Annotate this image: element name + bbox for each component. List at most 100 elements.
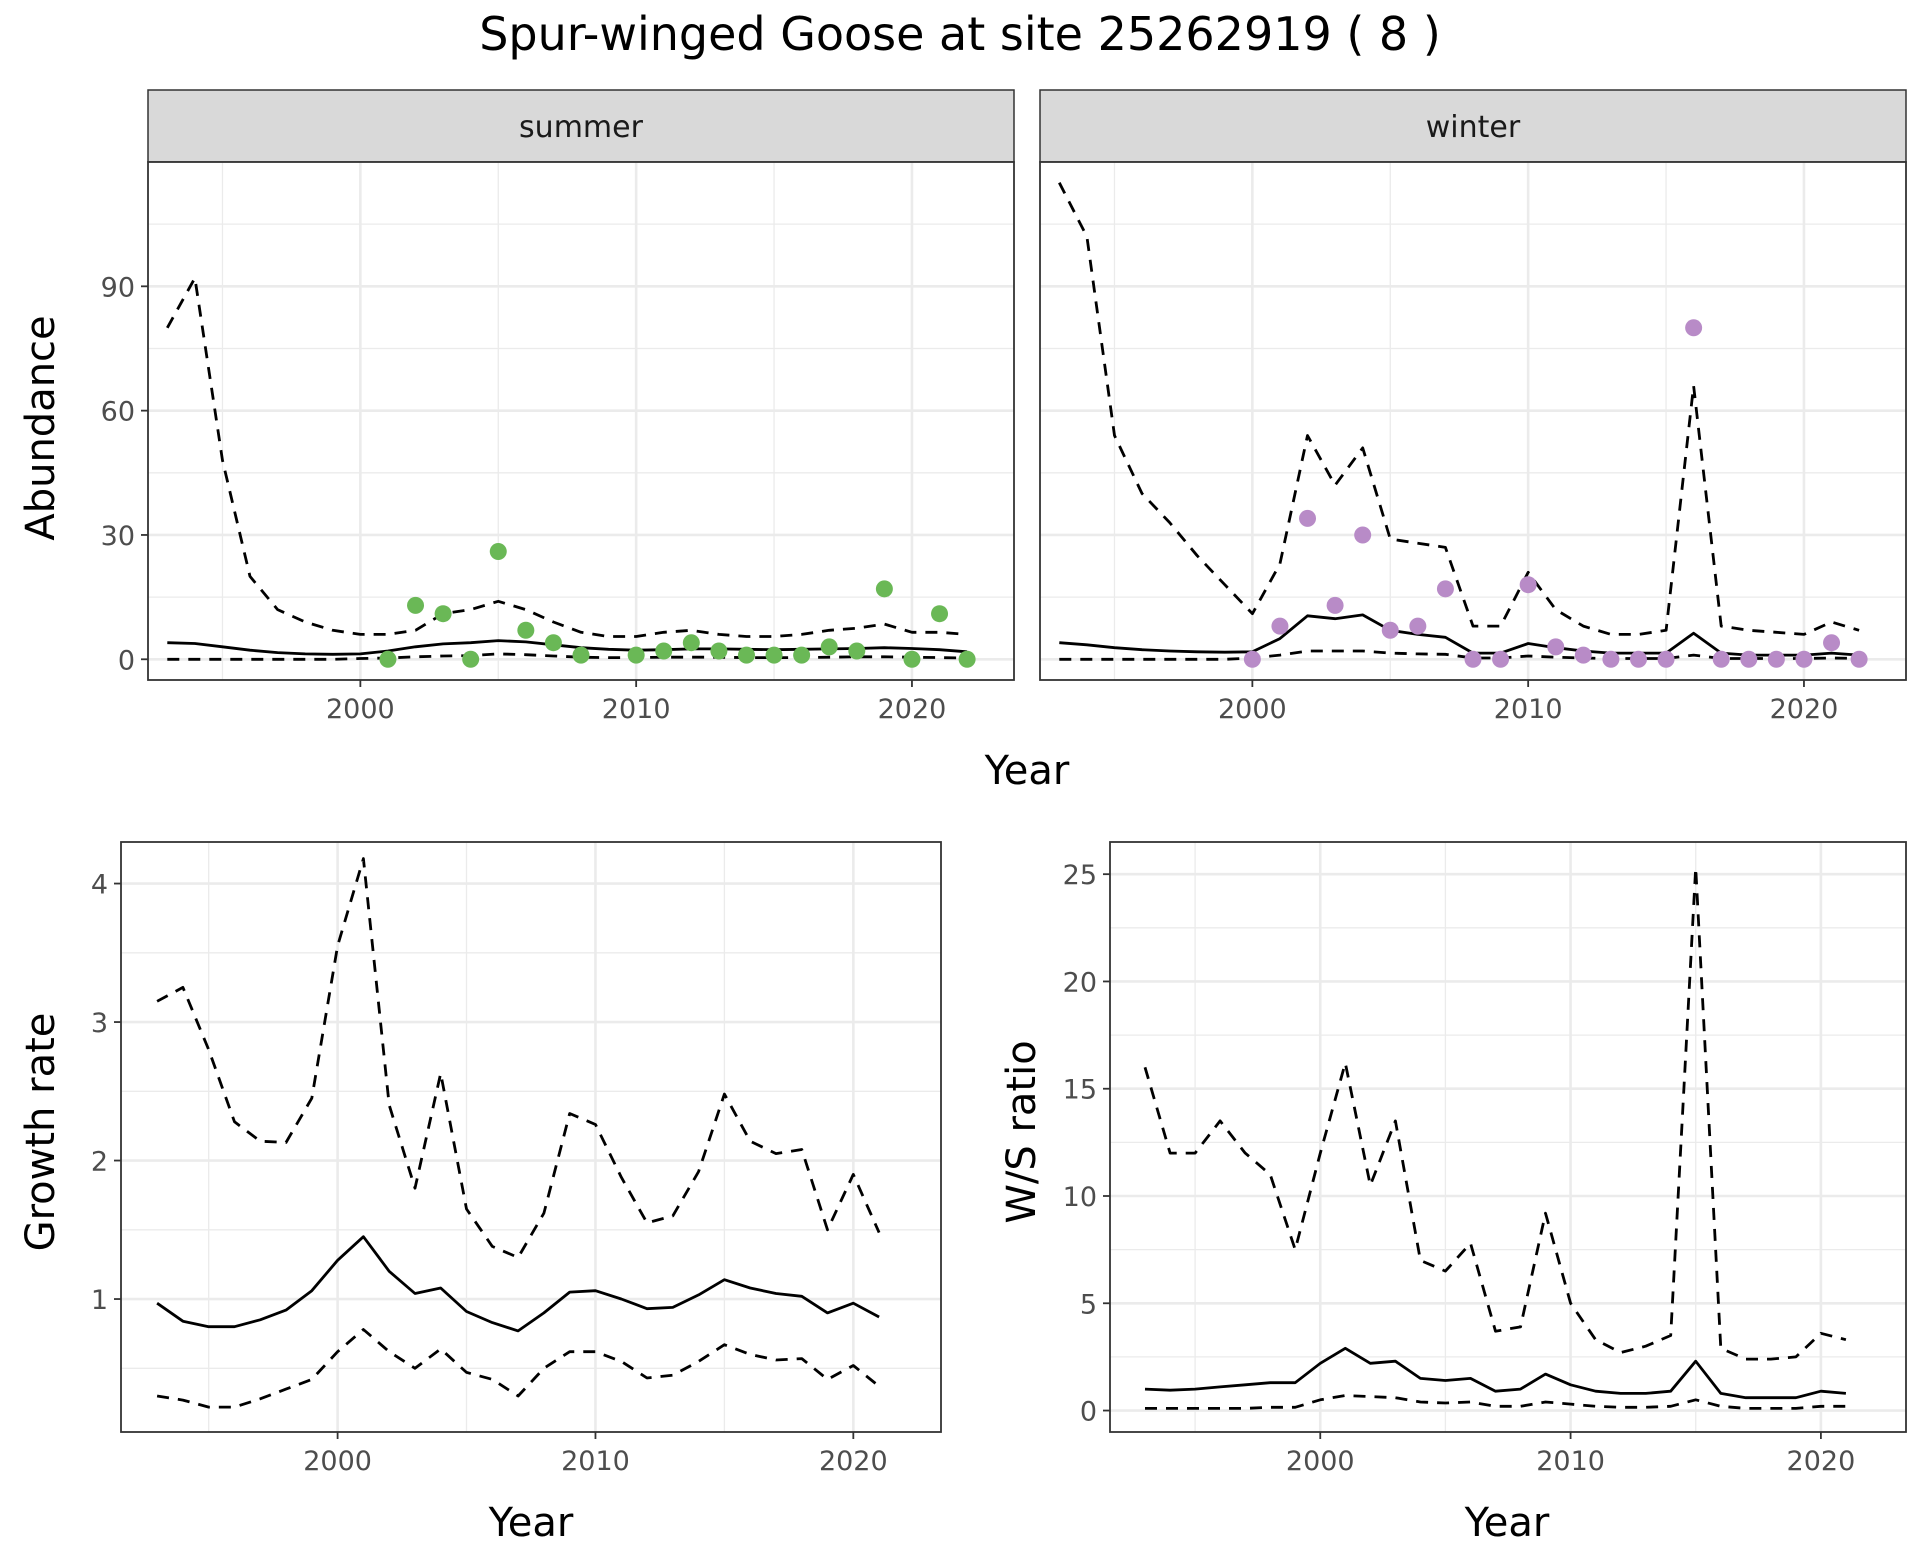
growth-x-tick-label-2010: 2010 — [561, 1446, 630, 1477]
summer-observation-point — [655, 642, 673, 660]
ratio-y-axis-title: W/S ratio — [999, 1040, 1045, 1223]
growth-x-tick-label-2000: 2000 — [303, 1446, 372, 1477]
winter-observation-point — [1492, 650, 1510, 668]
summer-observation-point — [848, 642, 866, 660]
growth-y-tick-label-1: 1 — [91, 1285, 108, 1316]
top-y-axis-title: Abundance — [18, 315, 64, 540]
summer-observation-point — [627, 646, 645, 664]
strip-winter-label: winter — [1426, 110, 1521, 145]
growth-estimate-line — [156, 1235, 880, 1333]
summer-x-tick-label-2000: 2000 — [326, 694, 395, 725]
winter-panel-border — [1039, 161, 1907, 681]
growth-lower-line — [156, 1328, 880, 1409]
summer-plot-background — [148, 162, 1014, 680]
ratio-y-tick-label-15: 15 — [1063, 1075, 1097, 1106]
growth-y-tick-label-2: 2 — [91, 1147, 108, 1178]
winter-lower-line — [1059, 649, 1860, 661]
ratio-y-tick-label-25: 25 — [1063, 860, 1097, 891]
ratio-x-tick-label-2020: 2020 — [1787, 1446, 1856, 1477]
ratio-lower-line — [1145, 1394, 1846, 1410]
summer-y-tick-label-0: 0 — [118, 645, 135, 676]
summer-x-tick-label-2020: 2020 — [878, 694, 947, 725]
winter-observation-point — [1354, 526, 1372, 544]
summer-observation-point — [462, 650, 480, 668]
strip-winter-bg — [1039, 89, 1907, 163]
ratio-plot-background — [1110, 842, 1906, 1432]
winter-observation-point — [1326, 596, 1344, 614]
summer-y-tick-label-90: 90 — [101, 272, 135, 303]
winter-observation-point — [1712, 650, 1730, 668]
winter-observation-point — [1519, 576, 1537, 594]
summer-lower-line — [167, 652, 968, 661]
panel-growth-rate: 2000 2010 2020 1 2 3 4 — [91, 841, 942, 1477]
winter-observation-point — [1795, 650, 1813, 668]
ratio-estimate-line — [1144, 1346, 1847, 1400]
panel-ws-ratio: 2000 2010 2020 0 5 10 15 20 25 — [1063, 841, 1907, 1477]
summer-observation-point — [489, 543, 507, 561]
growth-y-tick-label-4: 4 — [91, 870, 108, 901]
ratio-y-tick-label-0: 0 — [1080, 1397, 1097, 1428]
summer-observation-point — [572, 646, 590, 664]
strip-summer-label: summer — [519, 110, 644, 145]
winter-observation-point — [1271, 617, 1289, 635]
summer-panel-border — [147, 161, 1015, 681]
summer-x-tick-label-2010: 2010 — [602, 694, 671, 725]
winter-observation-point — [1299, 509, 1317, 527]
winter-observation-point — [1629, 650, 1647, 668]
ratio-upper-line — [1143, 866, 1847, 1361]
winter-observation-point — [1657, 650, 1675, 668]
ratio-x-tick-label-2000: 2000 — [1286, 1446, 1355, 1477]
summer-upper-line — [166, 276, 968, 638]
winter-observation-point — [1243, 650, 1261, 668]
winter-x-tick-label-2020: 2020 — [1770, 694, 1839, 725]
summer-observation-point — [710, 642, 728, 660]
winter-observation-point — [1823, 634, 1841, 652]
winter-observation-point — [1409, 617, 1427, 635]
panel-winter: 2000 2010 2020 — [1039, 161, 1907, 725]
summer-observation-point — [434, 605, 452, 623]
summer-observation-point — [682, 634, 700, 652]
ratio-x-tick-label-2010: 2010 — [1536, 1446, 1605, 1477]
ratio-y-tick-label-10: 10 — [1063, 1182, 1097, 1213]
summer-observation-point — [958, 650, 976, 668]
summer-observation-point — [407, 596, 425, 614]
growth-y-tick-label-3: 3 — [91, 1008, 108, 1039]
summer-observation-point — [931, 605, 949, 623]
winter-observation-point — [1602, 650, 1620, 668]
winter-observation-point — [1574, 646, 1592, 664]
winter-observation-point — [1740, 650, 1758, 668]
winter-observation-point — [1850, 650, 1868, 668]
summer-y-tick-label-30: 30 — [101, 521, 135, 552]
winter-x-tick-label-2000: 2000 — [1218, 694, 1287, 725]
winter-observation-point — [1436, 580, 1454, 598]
winter-observation-point — [1464, 650, 1482, 668]
chart-title: Spur-winged Goose at site 25262919 ( 8 ) — [479, 7, 1441, 61]
winter-observation-point — [1547, 638, 1565, 656]
strip-summer-bg — [147, 89, 1015, 163]
winter-upper-line — [1058, 182, 1860, 636]
winter-x-tick-label-2010: 2010 — [1494, 694, 1563, 725]
summer-observation-point — [875, 580, 893, 598]
growth-x-tick-label-2020: 2020 — [819, 1446, 888, 1477]
growth-y-axis-title: Growth rate — [18, 1013, 64, 1252]
summer-observation-point — [903, 650, 921, 668]
winter-plot-background — [1040, 162, 1906, 680]
summer-observation-point — [765, 646, 783, 664]
panel-summer: 2000 2010 2020 0 30 60 90 — [101, 161, 1015, 725]
ratio-panel-border — [1109, 841, 1907, 1433]
summer-y-tick-label-60: 60 — [101, 397, 135, 428]
summer-observation-point — [793, 646, 811, 664]
ratio-x-axis-title: Year — [1464, 1500, 1550, 1546]
winter-observation-point — [1381, 621, 1399, 639]
summer-observation-point — [820, 638, 838, 656]
summer-observation-point — [379, 650, 397, 668]
winter-observation-point — [1685, 319, 1703, 337]
summer-observation-point — [737, 646, 755, 664]
ratio-y-tick-label-20: 20 — [1063, 967, 1097, 998]
growth-panel-border — [120, 841, 942, 1433]
winter-observation-point — [1767, 650, 1785, 668]
ratio-y-tick-label-5: 5 — [1080, 1289, 1097, 1320]
growth-x-axis-title: Year — [488, 1500, 574, 1546]
growth-plot-background — [121, 842, 941, 1432]
